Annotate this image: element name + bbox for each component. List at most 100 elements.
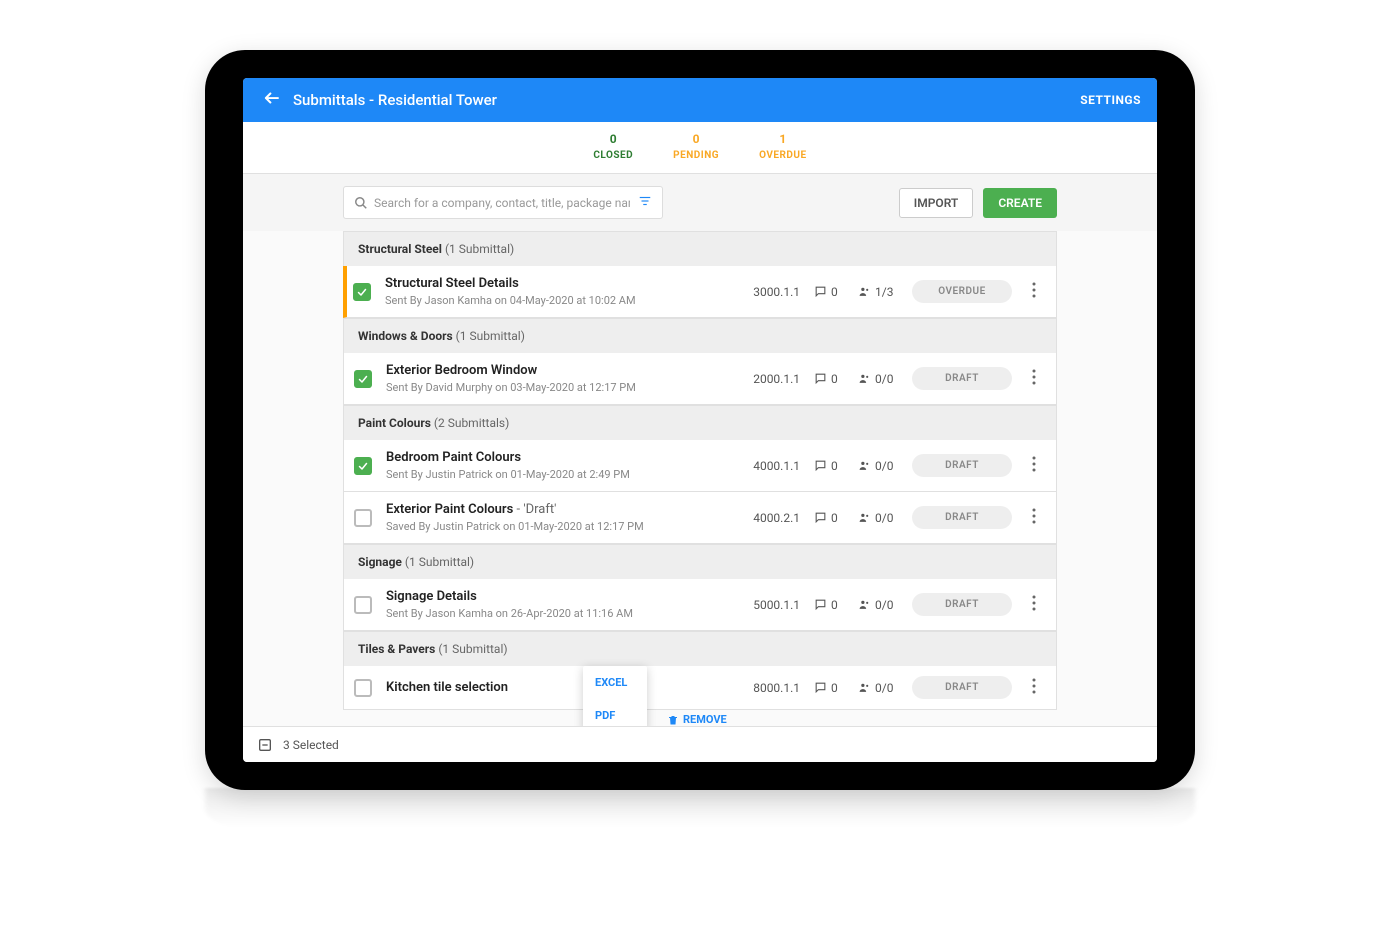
- status-pill: OVERDUE: [912, 280, 1012, 303]
- row-subtitle: Sent By Jason Kamha on 04-May-2020 at 10…: [385, 294, 726, 307]
- page-title: Submittals - Residential Tower: [293, 91, 1080, 109]
- export-pdf[interactable]: PDF: [583, 699, 647, 726]
- status-pill: DRAFT: [912, 506, 1012, 529]
- deselect-icon[interactable]: [257, 737, 273, 753]
- row-code: 2000.1.1: [740, 372, 800, 386]
- comment-icon: [814, 511, 827, 524]
- row-checkbox[interactable]: [354, 370, 372, 388]
- section-header: Tiles & Pavers (1 Submittal): [343, 631, 1057, 666]
- row-title: Signage Details: [386, 589, 726, 604]
- search-input[interactable]: [374, 196, 630, 210]
- header-bar: Submittals - Residential Tower SETTINGS: [243, 78, 1157, 122]
- more-icon[interactable]: [1026, 678, 1042, 698]
- row-code: 4000.1.1: [740, 459, 800, 473]
- row-comments[interactable]: 0: [814, 511, 844, 525]
- settings-button[interactable]: SETTINGS: [1080, 93, 1141, 107]
- row-checkbox[interactable]: [353, 283, 371, 301]
- submittal-row[interactable]: Kitchen tile selection 8000.1.1 0 0/0 DRAFT: [343, 666, 1057, 710]
- status-pill: DRAFT: [912, 676, 1012, 699]
- status-tab-pending[interactable]: 0PENDING: [673, 132, 719, 161]
- section-header: Structural Steel (1 Submittal): [343, 231, 1057, 266]
- row-people[interactable]: 1/3: [858, 285, 898, 299]
- people-icon: [858, 511, 871, 524]
- row-code: 8000.1.1: [740, 681, 800, 695]
- status-pill: DRAFT: [912, 367, 1012, 390]
- people-icon: [858, 459, 871, 472]
- row-people[interactable]: 0/0: [858, 372, 898, 386]
- row-title: Bedroom Paint Colours: [386, 450, 726, 465]
- row-comments[interactable]: 0: [814, 372, 844, 386]
- row-title: Kitchen tile selection: [386, 680, 726, 695]
- row-main: Exterior Paint Colours - 'Draft' Saved By…: [386, 502, 726, 533]
- row-main: Structural Steel DetailsSent By Jason Ka…: [385, 276, 726, 307]
- create-button[interactable]: CREATE: [983, 188, 1057, 218]
- row-code: 5000.1.1: [740, 598, 800, 612]
- export-excel[interactable]: EXCEL: [583, 666, 647, 699]
- row-comments[interactable]: 0: [814, 598, 844, 612]
- submittals-list[interactable]: Structural Steel (1 Submittal) Structural…: [243, 231, 1157, 726]
- row-code: 4000.2.1: [740, 511, 800, 525]
- row-checkbox[interactable]: [354, 596, 372, 614]
- selected-count: 3 Selected: [283, 738, 339, 752]
- row-people[interactable]: 0/0: [858, 681, 898, 695]
- status-pill: DRAFT: [912, 454, 1012, 477]
- row-checkbox[interactable]: [354, 457, 372, 475]
- tablet-frame: Submittals - Residential Tower SETTINGS …: [205, 50, 1195, 790]
- search-box[interactable]: [343, 186, 663, 219]
- status-tab-overdue[interactable]: 1OVERDUE: [759, 132, 807, 161]
- section-header: Windows & Doors (1 Submittal): [343, 318, 1057, 353]
- row-subtitle: Sent By David Murphy on 03-May-2020 at 1…: [386, 381, 726, 394]
- row-checkbox[interactable]: [354, 509, 372, 527]
- search-icon: [354, 196, 368, 210]
- import-button[interactable]: IMPORT: [899, 188, 974, 218]
- row-people[interactable]: 0/0: [858, 598, 898, 612]
- row-subtitle: Sent By Justin Patrick on 01-May-2020 at…: [386, 468, 726, 481]
- more-icon[interactable]: [1026, 456, 1042, 476]
- row-comments[interactable]: 0: [814, 459, 844, 473]
- more-icon[interactable]: [1026, 508, 1042, 528]
- row-main: Kitchen tile selection: [386, 680, 726, 695]
- row-subtitle: Sent By Jason Kamha on 26-Apr-2020 at 11…: [386, 607, 726, 620]
- people-icon: [858, 598, 871, 611]
- comment-icon: [814, 285, 827, 298]
- back-icon[interactable]: [259, 89, 281, 111]
- row-subtitle: Saved By Justin Patrick on 01-May-2020 a…: [386, 520, 726, 533]
- section-header: Signage (1 Submittal): [343, 544, 1057, 579]
- toolbar: IMPORT CREATE: [243, 174, 1157, 231]
- row-comments[interactable]: 0: [814, 285, 844, 299]
- footer-bar: 3 Selected: [243, 726, 1157, 762]
- submittal-row[interactable]: Signage Details Sent By Jason Kamha on 26…: [343, 579, 1057, 631]
- people-icon: [858, 285, 871, 298]
- people-icon: [858, 372, 871, 385]
- status-tab-closed[interactable]: 0CLOSED: [593, 132, 633, 161]
- comment-icon: [814, 372, 827, 385]
- more-icon[interactable]: [1026, 282, 1042, 302]
- export-menu[interactable]: EXCEL PDF: [583, 666, 647, 726]
- submittal-row[interactable]: Exterior Bedroom Window Sent By David Mur…: [343, 353, 1057, 405]
- row-main: Exterior Bedroom Window Sent By David Mur…: [386, 363, 726, 394]
- row-title: Exterior Paint Colours - 'Draft': [386, 502, 726, 517]
- row-title: Exterior Bedroom Window: [386, 363, 726, 378]
- submittal-row[interactable]: Exterior Paint Colours - 'Draft' Saved By…: [343, 492, 1057, 544]
- more-icon[interactable]: [1026, 369, 1042, 389]
- row-people[interactable]: 0/0: [858, 511, 898, 525]
- app-screen: Submittals - Residential Tower SETTINGS …: [243, 78, 1157, 762]
- filter-icon[interactable]: [638, 193, 652, 212]
- remove-button[interactable]: REMOVE: [667, 713, 727, 726]
- comment-icon: [814, 681, 827, 694]
- submittal-row[interactable]: Structural Steel DetailsSent By Jason Ka…: [343, 266, 1057, 318]
- reflection: [205, 788, 1195, 828]
- more-icon[interactable]: [1026, 595, 1042, 615]
- row-comments[interactable]: 0: [814, 681, 844, 695]
- section-header: Paint Colours (2 Submittals): [343, 405, 1057, 440]
- status-summary: 0CLOSED 0PENDING 1OVERDUE: [243, 122, 1157, 174]
- submittal-row[interactable]: Bedroom Paint Colours Sent By Justin Patr…: [343, 440, 1057, 492]
- row-checkbox[interactable]: [354, 679, 372, 697]
- row-main: Signage Details Sent By Jason Kamha on 26…: [386, 589, 726, 620]
- status-pill: DRAFT: [912, 593, 1012, 616]
- comment-icon: [814, 598, 827, 611]
- comment-icon: [814, 459, 827, 472]
- trash-icon: [667, 714, 679, 726]
- row-people[interactable]: 0/0: [858, 459, 898, 473]
- row-main: Bedroom Paint Colours Sent By Justin Patr…: [386, 450, 726, 481]
